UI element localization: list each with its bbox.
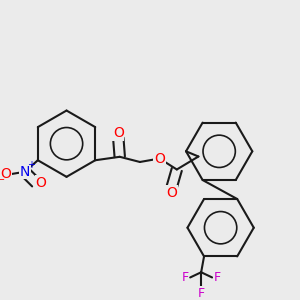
Text: O: O bbox=[0, 167, 11, 181]
Text: O: O bbox=[154, 152, 165, 166]
Text: +: + bbox=[27, 160, 34, 170]
Text: O: O bbox=[36, 176, 46, 190]
Text: O: O bbox=[166, 185, 177, 200]
Text: −: − bbox=[0, 176, 5, 185]
Text: F: F bbox=[198, 287, 205, 300]
Text: N: N bbox=[20, 165, 30, 179]
Text: O: O bbox=[113, 126, 124, 140]
Text: F: F bbox=[182, 271, 189, 284]
Text: F: F bbox=[214, 271, 221, 284]
